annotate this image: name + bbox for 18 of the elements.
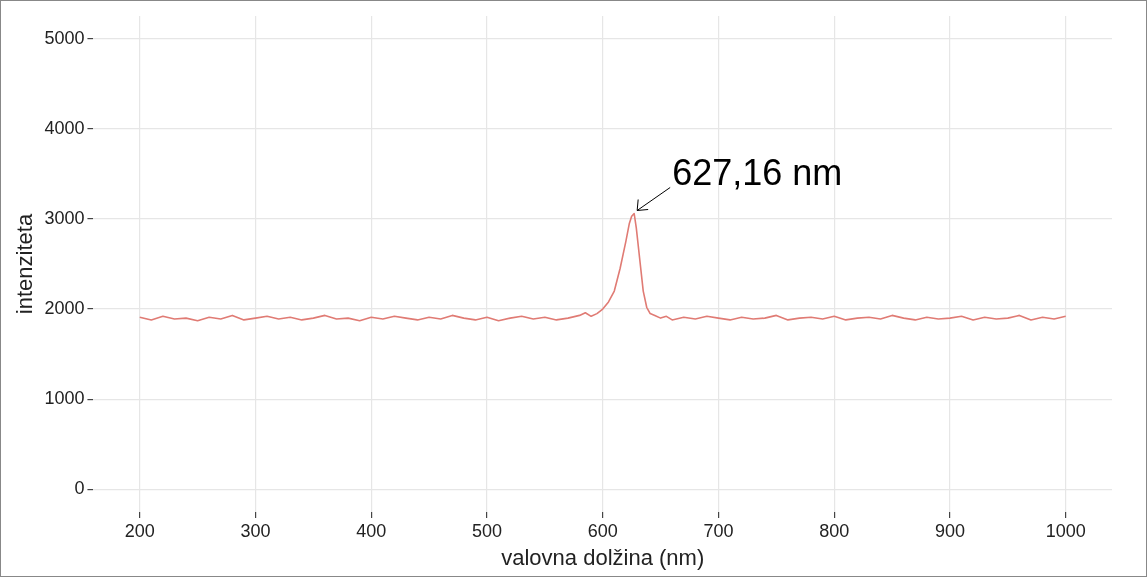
x-tick-label: 400	[356, 520, 387, 541]
x-tick-label: 900	[934, 520, 965, 541]
x-tick-label: 600	[587, 520, 618, 541]
y-tick-label: 3000	[44, 207, 85, 228]
y-axis-title: intenziteta	[12, 213, 38, 315]
x-tick-label: 700	[703, 520, 734, 541]
x-tick-label: 1000	[1045, 520, 1086, 541]
x-tick-label: 500	[471, 520, 502, 541]
y-tick-label: 0	[74, 478, 85, 499]
x-tick-label: 300	[240, 520, 271, 541]
annotation: 627,16 nm	[672, 152, 843, 194]
y-tick-label: 2000	[44, 298, 85, 319]
y-tick-label: 5000	[44, 27, 85, 48]
x-axis-title: valovna dolžina (nm)	[501, 544, 705, 570]
y-tick-label: 1000	[44, 388, 85, 409]
x-tick-label: 200	[124, 520, 155, 541]
y-tick-label: 4000	[44, 117, 85, 138]
x-tick-label: 800	[819, 520, 850, 541]
